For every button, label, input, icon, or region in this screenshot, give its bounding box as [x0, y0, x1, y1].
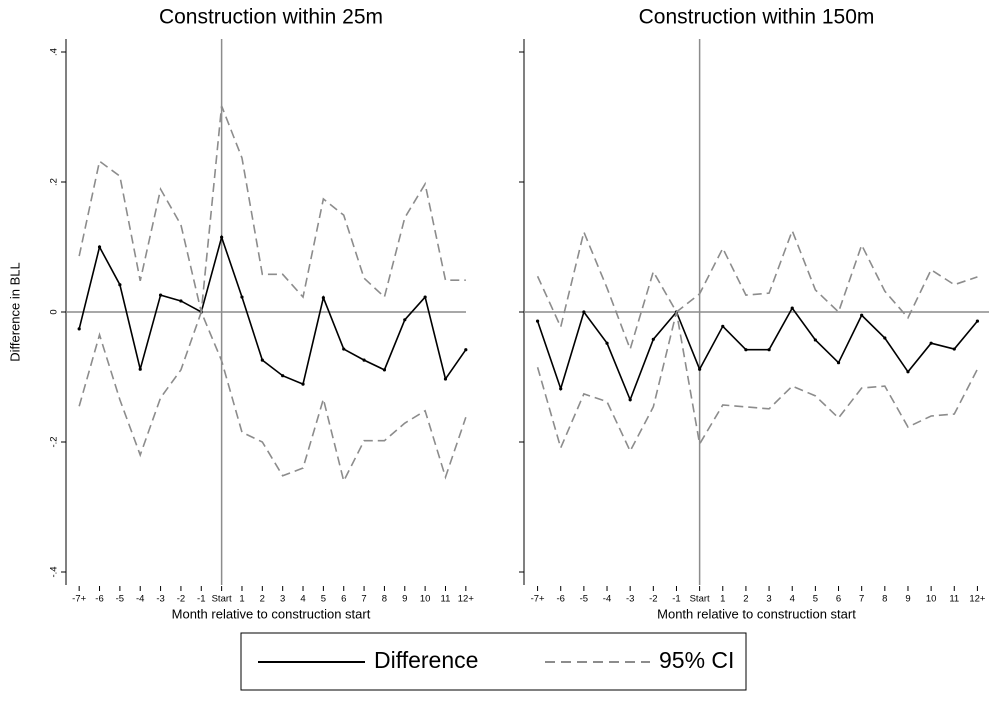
x-tick-label: 11	[441, 594, 451, 605]
point	[744, 348, 748, 352]
x-tick-label: 1	[239, 594, 244, 605]
x-tick-label: -6	[556, 594, 564, 605]
x-tick-label: 8	[882, 594, 887, 605]
point	[883, 336, 887, 340]
data-line	[536, 306, 979, 402]
x-tick-label: Start	[690, 594, 710, 605]
x-tick-label: 5	[813, 594, 818, 605]
data-line	[78, 234, 467, 386]
x-tick-label: 9	[402, 594, 407, 605]
x-tick-label: 9	[905, 594, 910, 605]
x-tick-label: 6	[341, 594, 346, 605]
point	[860, 313, 864, 317]
x-tick-label: 10	[926, 594, 937, 605]
x-tick-label: -4	[603, 594, 611, 605]
y-tick-label: .4	[49, 48, 60, 56]
x-tick-label: 7	[361, 594, 366, 605]
x-tick-label: 5	[321, 594, 326, 605]
point	[423, 295, 427, 299]
x-tick-label: -3	[156, 594, 164, 605]
x-tick-label: -7+	[72, 594, 86, 605]
point	[179, 299, 183, 303]
x-tick-label: 6	[836, 594, 841, 605]
point	[767, 348, 771, 352]
point	[628, 398, 632, 402]
point	[158, 293, 163, 297]
point	[605, 341, 609, 345]
ci-line	[78, 309, 467, 484]
x-tick-label: -5	[116, 594, 124, 605]
point	[952, 347, 956, 351]
x-tick-label: -6	[95, 594, 103, 605]
x-tick-label: 2	[260, 594, 265, 605]
point	[138, 367, 142, 371]
x-tick-label: 11	[949, 594, 959, 605]
chart-title: Construction within 25m	[159, 6, 383, 29]
legend-box	[240, 632, 747, 691]
point	[559, 387, 563, 391]
point	[975, 319, 980, 323]
point	[651, 337, 655, 341]
point	[362, 358, 366, 362]
x-tick-label: -1	[672, 594, 680, 605]
point	[97, 245, 102, 249]
x-tick-label: 7	[859, 594, 864, 605]
point	[342, 347, 346, 351]
x-tick-label: 4	[790, 594, 795, 605]
point	[836, 361, 841, 365]
point	[906, 370, 910, 374]
point	[281, 374, 285, 378]
x-tick-label: -1	[197, 594, 205, 605]
point	[240, 295, 244, 299]
point	[118, 283, 122, 287]
point	[260, 358, 264, 362]
x-tick-label: -7+	[531, 594, 545, 605]
y-tick-label: .2	[49, 178, 60, 186]
point	[582, 310, 586, 314]
point	[220, 235, 224, 239]
x-tick-label: 1	[720, 594, 725, 605]
chart-title: Construction within 150m	[639, 6, 875, 29]
x-tick-label: -3	[626, 594, 634, 605]
x-tick-label: 12+	[969, 594, 986, 605]
point	[464, 348, 468, 352]
x-tick-label: -2	[177, 594, 185, 605]
point	[813, 338, 817, 342]
point	[382, 368, 387, 372]
x-tick-label: Start	[212, 594, 232, 605]
legend-label: Difference	[374, 647, 478, 673]
point	[301, 382, 305, 386]
point	[929, 341, 933, 345]
y-tick-label: -.4	[49, 566, 60, 577]
ci-line	[78, 105, 466, 313]
point	[535, 319, 540, 323]
point	[77, 327, 81, 331]
y-tick-label: 0	[49, 309, 60, 314]
point	[698, 367, 702, 371]
x-tick-label: 10	[420, 594, 431, 605]
x-tick-label: -5	[580, 594, 588, 605]
point	[321, 296, 325, 300]
point	[403, 318, 407, 322]
x-tick-label: 3	[280, 594, 285, 605]
ci-line	[536, 228, 978, 352]
x-tick-label: -2	[649, 594, 657, 605]
ci-line	[536, 311, 979, 453]
x-tick-label: 4	[300, 594, 305, 605]
x-tick-label: 12+	[458, 594, 475, 605]
x-tick-label: 3	[766, 594, 771, 605]
x-axis-label: Month relative to construction start	[172, 606, 371, 621]
point	[721, 324, 725, 328]
x-axis-label: Month relative to construction start	[657, 606, 856, 621]
y-tick-label: -.2	[49, 436, 60, 447]
point	[790, 306, 794, 310]
y-axis-label: Difference in BLL	[7, 262, 22, 362]
x-tick-label: 8	[382, 594, 387, 605]
legend-label: 95% CI	[659, 647, 734, 673]
point	[443, 377, 448, 381]
x-tick-label: 2	[743, 594, 748, 605]
x-tick-label: -4	[136, 594, 144, 605]
